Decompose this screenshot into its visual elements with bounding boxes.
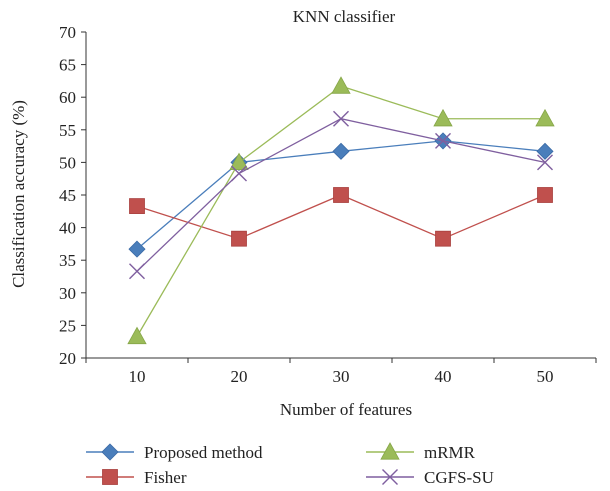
data-point [333, 187, 349, 203]
legend-marker [101, 443, 119, 461]
series-mrmr [127, 76, 555, 345]
y-tick-label: 60 [59, 88, 76, 107]
data-point [231, 230, 247, 247]
data-point [435, 230, 451, 247]
y-tick-label: 20 [59, 349, 76, 368]
data-point [332, 142, 350, 160]
y-tick-label: 70 [59, 23, 76, 42]
legend-item: Fisher [86, 468, 187, 487]
data-point [129, 263, 145, 280]
legend-label: Fisher [144, 468, 187, 487]
data-point [537, 187, 553, 203]
data-point [536, 142, 554, 160]
y-tick-label: 65 [59, 56, 76, 75]
y-tick-label: 45 [59, 186, 76, 205]
data-point [129, 198, 145, 214]
y-tick-label: 40 [59, 219, 76, 238]
legend-marker [382, 469, 398, 485]
legend-label: CGFS-SU [424, 468, 494, 487]
legend-label: Proposed method [144, 443, 263, 462]
x-tick-label: 10 [129, 367, 146, 386]
y-tick-label: 25 [59, 316, 76, 335]
x-tick-label: 50 [537, 367, 554, 386]
legend-item: CGFS-SU [366, 468, 494, 487]
x-tick-label: 40 [435, 367, 452, 386]
series-fisher [129, 187, 553, 247]
data-point [331, 76, 351, 94]
legend-marker [380, 442, 400, 460]
data-point [537, 154, 553, 171]
legend-label: mRMR [424, 443, 476, 462]
y-tick-label: 55 [59, 121, 76, 140]
data-point [231, 165, 247, 182]
data-point [535, 108, 555, 127]
y-tick-label: 50 [59, 153, 76, 172]
chart-title: KNN classifier [293, 7, 396, 26]
data-point [128, 240, 146, 258]
legend-item: mRMR [366, 442, 476, 462]
legend-item: Proposed method [86, 443, 263, 462]
x-axis-label: Number of features [280, 400, 412, 419]
y-tick-label: 30 [59, 284, 76, 303]
x-tick-label: 20 [231, 367, 248, 386]
x-tick-label: 30 [333, 367, 350, 386]
y-axis-label: Classification accuracy (%) [9, 100, 28, 288]
series-line [136, 85, 545, 337]
series-cgfs-su [129, 110, 553, 280]
data-point [333, 110, 349, 127]
y-tick-label: 35 [59, 251, 76, 270]
data-point [127, 326, 147, 345]
series-layer [127, 76, 555, 345]
data-point [435, 132, 451, 149]
data-point [229, 152, 249, 171]
data-point [433, 108, 453, 127]
axes: 20 25 30 35 40 45 50 55 60 65 70 10 20 30 40 50 [59, 23, 597, 386]
legend-marker [102, 469, 118, 485]
legend: Proposed method Fisher mRMR CGFS-SU [86, 442, 494, 487]
